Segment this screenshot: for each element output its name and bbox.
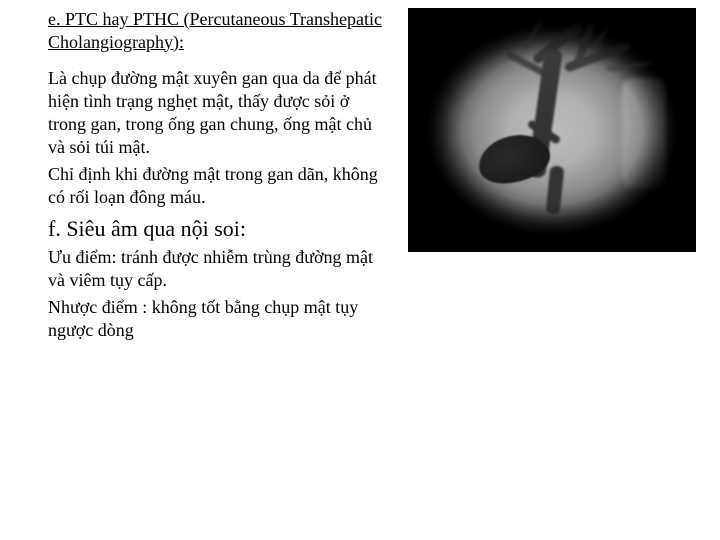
section-e-heading: e. PTC hay PTHC (Percutaneous Transhepat… xyxy=(48,8,388,53)
text-column: e. PTC hay PTHC (Percutaneous Transhepat… xyxy=(48,8,400,346)
section-e-paragraph-2: Chỉ định khi đường mật trong gan dãn, kh… xyxy=(48,163,388,209)
cholangiogram-image xyxy=(408,8,696,252)
page-root: e. PTC hay PTHC (Percutaneous Transhepat… xyxy=(0,0,720,366)
section-f-heading: f. Siêu âm qua nội soi: xyxy=(48,215,388,244)
section-e-paragraph-1: Là chụp đường mật xuyên gan qua da để ph… xyxy=(48,67,388,159)
section-f-paragraph-2: Nhược điểm : không tốt bằng chụp mật tụy… xyxy=(48,296,388,342)
image-column xyxy=(400,8,700,346)
vignette-mask xyxy=(408,8,696,252)
section-f-paragraph-1: Ưu điểm: tránh được nhiễm trùng đường mậ… xyxy=(48,246,388,292)
